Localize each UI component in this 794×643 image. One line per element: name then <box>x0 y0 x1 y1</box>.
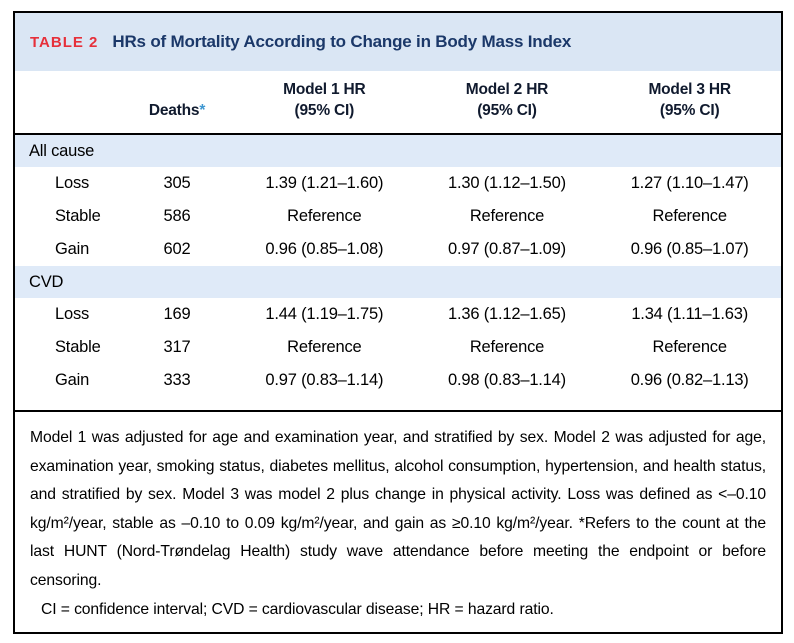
row-label: Gain <box>55 371 90 389</box>
abbreviations-text: CI = confidence interval; CVD = cardiova… <box>41 601 554 619</box>
table-row-cvd-stable: Stable 317 Reference Reference Reference <box>15 331 781 364</box>
deaths-header-label: Deaths <box>148 102 200 120</box>
table-number-label: TABLE 2 <box>30 33 99 51</box>
deaths-cell: 305 <box>163 174 191 192</box>
footnote-text: Model 1 was adjusted for age and examina… <box>30 429 766 589</box>
model1-header-line2: (95% CI) <box>294 102 355 120</box>
footnote-divider-rule <box>15 410 781 412</box>
table-row-cvd-gain: Gain 333 0.97 (0.83–1.14) 0.98 (0.83–1.1… <box>15 364 781 397</box>
deaths-footnote-asterisk: * <box>199 102 206 120</box>
column-header-row: Deaths* Model 1 HR (95% CI) Model 2 HR (95… <box>15 71 781 133</box>
row-label: Loss <box>55 174 90 192</box>
body-footnote-spacer <box>15 397 781 410</box>
table-title-band: TABLE 2 HRs of Mortality According to Ch… <box>15 13 781 71</box>
model1-cell: 1.44 (1.19–1.75) <box>265 305 384 323</box>
section-header-cvd: CVD <box>15 266 781 298</box>
section-header-all-cause: All cause <box>15 135 781 167</box>
row-label: Stable <box>55 207 101 225</box>
model3-header-line1: Model 3 HR <box>648 81 731 99</box>
table-row-cvd-loss: Loss 169 1.44 (1.19–1.75) 1.36 (1.12–1.6… <box>15 298 781 331</box>
model1-header-line1: Model 1 HR <box>283 81 366 99</box>
footnotes-block: Model 1 was adjusted for age and examina… <box>15 412 781 632</box>
row-label: Gain <box>55 240 90 258</box>
row-label: Loss <box>55 305 90 323</box>
table-2-container: TABLE 2 HRs of Mortality According to Ch… <box>13 11 783 634</box>
model2-cell: Reference <box>469 338 545 356</box>
model2-cell: 0.97 (0.87–1.09) <box>448 240 566 258</box>
header-divider-rule <box>15 133 781 135</box>
model1-cell: Reference <box>287 338 362 356</box>
column-header-model1: Model 1 HR (95% CI) <box>233 80 416 122</box>
model3-cell: Reference <box>652 338 728 356</box>
model2-cell: Reference <box>469 207 545 225</box>
model1-cell: 0.96 (0.85–1.08) <box>265 240 384 258</box>
model3-cell: 1.27 (1.10–1.47) <box>630 174 749 192</box>
deaths-cell: 586 <box>163 207 191 225</box>
model3-cell: 0.96 (0.85–1.07) <box>630 240 749 258</box>
model2-cell: 1.30 (1.12–1.50) <box>448 174 566 192</box>
table-row-allcause-loss: Loss 305 1.39 (1.21–1.60) 1.30 (1.12–1.5… <box>15 167 781 200</box>
model2-header-line1: Model 2 HR <box>465 81 549 99</box>
model1-cell: 1.39 (1.21–1.60) <box>265 174 384 192</box>
section-label: CVD <box>29 272 64 291</box>
model2-header-line2: (95% CI) <box>477 102 537 120</box>
table-title: HRs of Mortality According to Change in … <box>112 32 572 51</box>
model3-cell: Reference <box>652 207 728 225</box>
column-header-model2: Model 2 HR (95% CI) <box>416 80 599 122</box>
column-header-model3: Model 3 HR (95% CI) <box>598 80 781 122</box>
deaths-cell: 317 <box>163 338 191 356</box>
model3-cell: 0.96 (0.82–1.13) <box>630 371 749 389</box>
deaths-cell: 333 <box>163 371 191 389</box>
table-row-allcause-stable: Stable 586 Reference Reference Reference <box>15 200 781 233</box>
deaths-cell: 169 <box>163 305 191 323</box>
column-header-deaths: Deaths* <box>121 101 233 122</box>
deaths-cell: 602 <box>163 240 191 258</box>
model1-cell: Reference <box>287 207 362 225</box>
model3-cell: 1.34 (1.11–1.63) <box>631 305 748 323</box>
model3-header-line2: (95% CI) <box>659 102 720 120</box>
section-label: All cause <box>29 141 95 160</box>
table-row-allcause-gain: Gain 602 0.96 (0.85–1.08) 0.97 (0.87–1.0… <box>15 233 781 266</box>
model2-cell: 1.36 (1.12–1.65) <box>448 305 566 323</box>
row-label: Stable <box>55 338 101 356</box>
model1-cell: 0.97 (0.83–1.14) <box>265 371 384 389</box>
model2-cell: 0.98 (0.83–1.14) <box>448 371 566 389</box>
